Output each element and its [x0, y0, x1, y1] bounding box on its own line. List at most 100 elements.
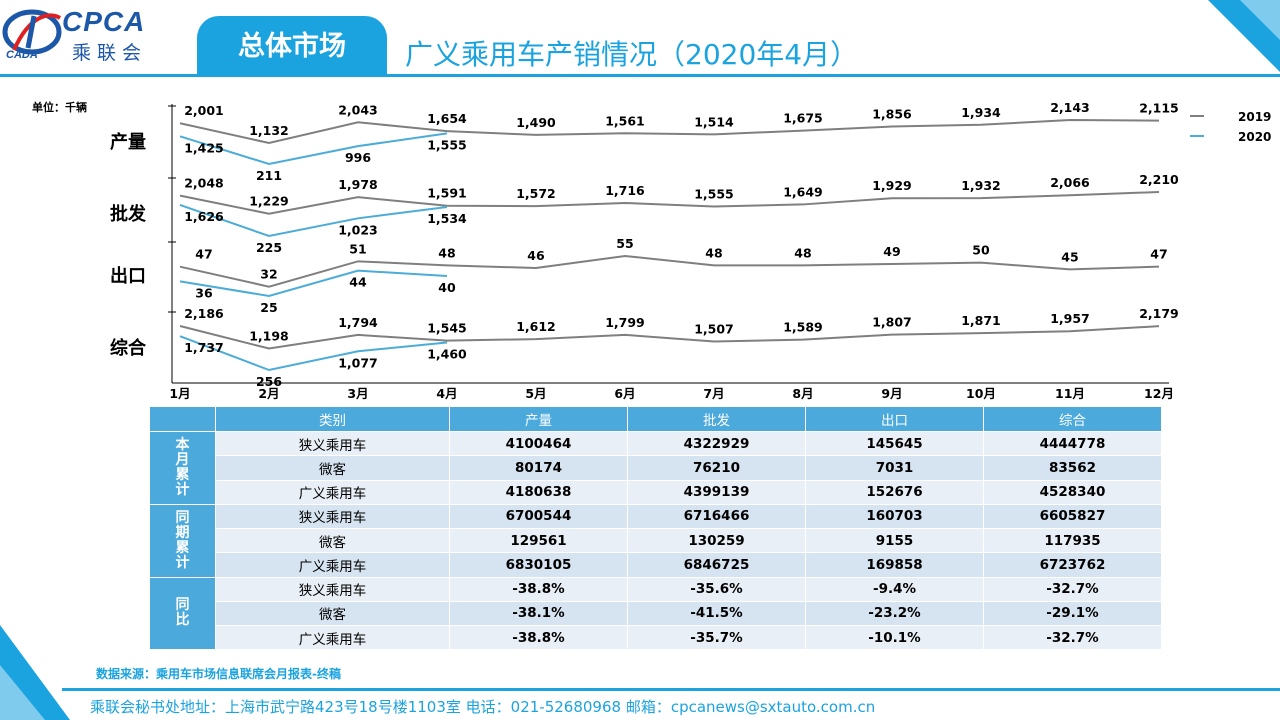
data-label: 2,048 — [184, 176, 224, 191]
value-cell: 80174 — [449, 455, 628, 481]
series-line-2020 — [179, 132, 448, 166]
category-cell: 狭义乘用车 — [215, 431, 450, 457]
data-label: 40 — [438, 280, 456, 295]
value-cell: -38.1% — [449, 601, 628, 627]
data-label: 36 — [195, 285, 213, 300]
data-label: 1,612 — [516, 319, 556, 334]
data-label: 256 — [256, 374, 282, 389]
table-row: 微客 -38.1% -41.5% -23.2% -29.1% — [150, 601, 1162, 627]
data-label: 1,507 — [694, 321, 734, 336]
value-cell: 83562 — [983, 455, 1162, 481]
value-cell: -23.2% — [805, 601, 984, 627]
data-label: 1,023 — [338, 222, 378, 237]
value-cell: -29.1% — [983, 601, 1162, 627]
x-tick-label: 12月 — [1144, 386, 1174, 401]
stats-table: 类别 产量 批发 出口 综合 本月累计 狭义乘用车 4100464 432292… — [150, 407, 1162, 651]
x-tick-label: 5月 — [525, 386, 546, 401]
x-tick-label: 4月 — [436, 386, 457, 401]
data-label: 1,572 — [516, 186, 556, 201]
category-cell: 微客 — [215, 601, 450, 627]
data-label: 44 — [349, 275, 367, 290]
legend-label: 2019 — [1238, 110, 1271, 124]
value-cell: -35.7% — [627, 625, 806, 651]
category-cell: 广义乘用车 — [215, 552, 450, 578]
legend-label: 2020 — [1238, 130, 1271, 144]
value-cell: -10.1% — [805, 625, 984, 651]
value-cell: 76210 — [627, 455, 806, 481]
table-row: 广义乘用车 6830105 6846725 169858 6723762 — [150, 552, 1162, 578]
value-cell: 6700544 — [449, 504, 628, 530]
data-label: 47 — [195, 247, 212, 262]
x-tick-label: 11月 — [1055, 386, 1085, 401]
value-cell: 130259 — [627, 528, 806, 554]
value-cell: -32.7% — [983, 625, 1162, 651]
value-cell: -9.4% — [805, 577, 984, 602]
data-label: 1,555 — [694, 187, 734, 202]
value-cell: 4100464 — [449, 431, 628, 457]
x-tick-label: 2月 — [258, 386, 279, 401]
data-label: 2,001 — [184, 103, 224, 118]
series-line-2020 — [179, 204, 448, 238]
data-label: 1,425 — [184, 140, 224, 155]
data-label: 45 — [1061, 249, 1078, 264]
data-label: 1,794 — [338, 315, 378, 330]
data-label: 1,957 — [1050, 311, 1090, 326]
value-cell: 152676 — [805, 480, 984, 505]
panel-label: 产量 — [110, 131, 146, 153]
category-cell: 狭义乘用车 — [215, 504, 450, 530]
table-header-cell: 出口 — [805, 407, 984, 432]
data-label: 1,978 — [338, 177, 378, 192]
data-label: 1,856 — [872, 107, 912, 122]
data-label: 1,716 — [605, 183, 645, 198]
panel-label: 综合 — [110, 337, 147, 359]
corner-decoration-bottom — [0, 625, 70, 720]
logo-chinese: 乘联会 — [72, 42, 148, 64]
data-label: 225 — [256, 240, 282, 255]
data-label: 1,514 — [694, 114, 734, 129]
data-label: 2,143 — [1050, 100, 1090, 115]
data-label: 50 — [972, 243, 990, 258]
data-label: 1,460 — [427, 347, 467, 362]
table-row: 同比 狭义乘用车 -38.8% -35.6% -9.4% -32.7% — [150, 577, 1162, 651]
data-source-note: 数据来源：乘用车市场信息联席会月报表-终稿 — [96, 667, 341, 681]
x-tick-label: 1月 — [169, 386, 190, 401]
data-label: 1,555 — [427, 137, 467, 152]
data-label: 1,132 — [249, 123, 289, 138]
data-label: 1,229 — [249, 194, 289, 209]
value-cell: 6605827 — [983, 504, 1162, 530]
data-label: 1,589 — [783, 320, 823, 335]
data-label: 1,675 — [783, 111, 823, 126]
series-line-2019 — [179, 191, 1160, 215]
table-header-cell: 批发 — [627, 407, 806, 432]
table-header-cell: 产量 — [449, 407, 628, 432]
page-title: 广义乘用车产销情况（2020年4月） — [405, 38, 859, 71]
x-tick-label: 10月 — [966, 386, 996, 401]
data-label: 2,066 — [1050, 175, 1090, 190]
table-row: 微客 129561 130259 9155 117935 — [150, 528, 1162, 554]
data-label: 1,807 — [872, 315, 912, 330]
data-label: 2,115 — [1139, 101, 1179, 116]
table-header-cell: 类别 — [215, 407, 450, 432]
group-label: 同期累计 — [150, 504, 216, 578]
table-row: 同期累计 狭义乘用车 6700544 6716466 160703 660582… — [150, 504, 1162, 578]
data-label: 48 — [438, 245, 455, 260]
data-label: 1,871 — [961, 313, 1001, 328]
data-label: 1,737 — [184, 340, 224, 355]
corner-decoration-top — [1208, 0, 1280, 72]
value-cell: 117935 — [983, 528, 1162, 554]
data-label: 211 — [256, 168, 282, 183]
table-row: 本月累计 狭义乘用车 4100464 4322929 145645 444477… — [150, 431, 1162, 505]
value-cell: -38.8% — [449, 625, 628, 651]
table-header-row: 类别 产量 批发 出口 综合 — [150, 407, 1162, 432]
table-row: 广义乘用车 4180638 4399139 152676 4528340 — [150, 480, 1162, 505]
x-tick-label: 6月 — [614, 386, 635, 401]
data-label: 2,043 — [338, 102, 378, 117]
value-cell: 4322929 — [627, 431, 806, 457]
category-cell: 微客 — [215, 528, 450, 554]
data-label: 1,545 — [427, 321, 467, 336]
value-cell: 6846725 — [627, 552, 806, 578]
value-cell: 7031 — [805, 455, 984, 481]
table-header-cell — [150, 407, 216, 432]
x-tick-label: 9月 — [881, 386, 902, 401]
value-cell: -38.8% — [449, 577, 628, 602]
